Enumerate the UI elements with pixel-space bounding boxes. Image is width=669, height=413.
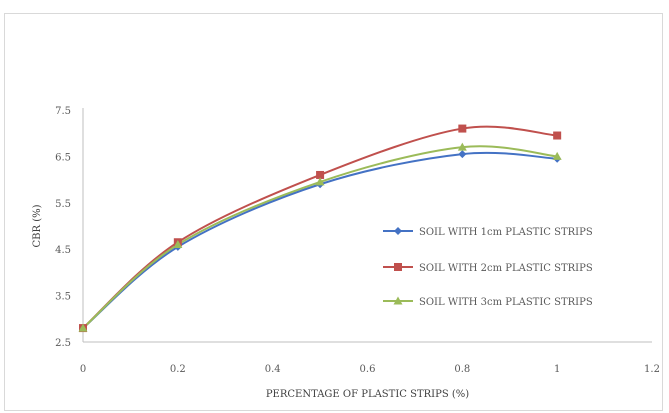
y-tick-label: 6.5 — [55, 152, 71, 163]
x-tick-label: 0.6 — [360, 364, 376, 375]
data-point-series-3 — [552, 151, 562, 160]
legend-label-1: SOIL WITH 1cm PLASTIC STRIPS — [419, 227, 593, 238]
x-tick-labels: 0 0.2 0.4 0.6 0.8 1 1.2 — [80, 364, 660, 375]
data-point-series-3 — [173, 240, 183, 249]
y-tick-label: 3.5 — [55, 292, 71, 303]
y-tick-label: 4.5 — [55, 245, 71, 256]
y-tick-label: 7.5 — [55, 106, 71, 117]
legend-marker-2 — [394, 263, 402, 271]
legend-marker-1 — [394, 227, 402, 235]
legend-label-3: SOIL WITH 3cm PLASTIC STRIPS — [419, 297, 593, 308]
legend-marker-3 — [393, 296, 403, 305]
legend-label-2: SOIL WITH 2cm PLASTIC STRIPS — [419, 263, 593, 274]
y-axis-title: CBR (%) — [32, 204, 43, 247]
data-point-series-3 — [315, 177, 325, 186]
x-tick-label: 0.8 — [454, 364, 470, 375]
axes — [82, 108, 652, 343]
series-markers — [78, 124, 562, 333]
data-point-series-2 — [316, 170, 325, 179]
x-tick-label: 1.2 — [644, 364, 660, 375]
x-tick-label: 0.4 — [265, 364, 281, 375]
data-point-series-2 — [458, 124, 467, 133]
legend: SOIL WITH 1cm PLASTIC STRIPS SOIL WITH 2c… — [383, 227, 593, 308]
data-point-series-1 — [458, 150, 467, 159]
x-tick-label: 0.2 — [170, 364, 186, 375]
y-tick-label: 5.5 — [55, 199, 71, 210]
chart-frame — [4, 13, 663, 411]
x-axis-title: PERCENTAGE OF PLASTIC STRIPS (%) — [266, 389, 469, 400]
x-tick-label: 0 — [80, 364, 86, 375]
data-point-series-2 — [553, 131, 562, 140]
data-point-series-3 — [78, 323, 88, 332]
y-tick-labels: 2.5 3.5 4.5 5.5 6.5 7.5 — [55, 106, 71, 349]
data-point-series-3 — [457, 142, 467, 151]
x-tick-label: 1 — [554, 364, 560, 375]
y-tick-label: 2.5 — [55, 338, 71, 349]
